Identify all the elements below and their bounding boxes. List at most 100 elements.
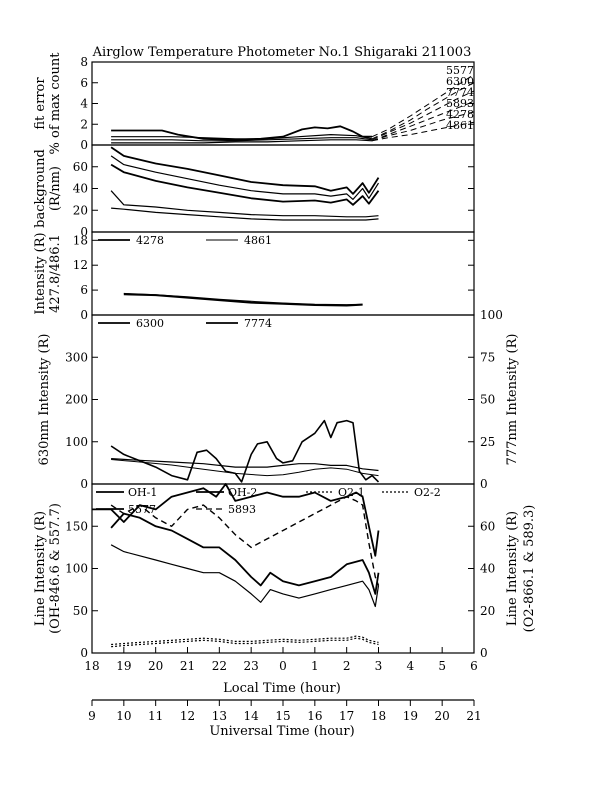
y-right-tick-label: 75 xyxy=(480,350,495,364)
series-line-5577-ext xyxy=(371,74,475,138)
x-universal-tick-label: 18 xyxy=(371,709,386,723)
y-axis-label: background xyxy=(33,149,48,228)
y-tick-label: 100 xyxy=(65,435,88,449)
series-line-O2-1 xyxy=(111,635,379,646)
panel-blue-lines: 0 6 12 18 Intensity (R) 427.8/486.1 4278 4861 xyxy=(33,231,475,322)
x-universal-tick-label: 21 xyxy=(466,709,481,723)
series-line-5893 xyxy=(110,496,380,586)
local-time-label: Local Time (hour) xyxy=(223,681,341,696)
series-line-4861-ext xyxy=(372,121,475,142)
x-axes: 18 19 20 21 22 23 0 1 2 3 4 5 69 10 11 12 13 14 15 16 17 18 19… xyxy=(84,647,482,723)
fit-error-label: 7774 xyxy=(446,86,474,99)
panel-frame xyxy=(91,61,475,146)
panel-background: 0 20 40 60 background (R/nm) xyxy=(33,144,475,239)
series-line-6300-ext xyxy=(371,82,475,140)
x-universal-tick-label: 13 xyxy=(212,709,227,723)
y-tick-label: 0 xyxy=(80,477,88,491)
x-universal-tick-label: 12 xyxy=(180,709,195,723)
y-right-axis-label: (O2-866.1 & 589.3) xyxy=(522,505,537,633)
x-local-tick-label: 19 xyxy=(116,659,131,673)
y-axis-label: Intensity (R) xyxy=(33,232,48,314)
series-line-7774 xyxy=(111,137,373,142)
y-right-tick-label: 40 xyxy=(480,562,495,576)
y-tick-label: 0 xyxy=(80,225,88,239)
legend-label: 4861 xyxy=(244,234,272,247)
legend-label: 4278 xyxy=(136,234,164,247)
x-local-tick-label: 1 xyxy=(311,659,319,673)
y-tick-label: 200 xyxy=(65,393,88,407)
y-tick-label: 300 xyxy=(65,350,88,364)
y-tick-label: 60 xyxy=(73,160,88,174)
y-tick-label: 50 xyxy=(73,604,88,618)
x-local-tick-label: 0 xyxy=(279,659,287,673)
y-tick-label: 20 xyxy=(73,203,88,217)
y-right-tick-label: 25 xyxy=(480,435,495,449)
fit-error-label: 5577 xyxy=(446,64,474,77)
x-local-tick-label: 4 xyxy=(407,659,415,673)
y-tick-label: 8 xyxy=(80,55,88,69)
y-tick-label: 6 xyxy=(80,76,88,90)
y-tick-label: 150 xyxy=(65,519,88,533)
x-local-tick-label: 20 xyxy=(148,659,163,673)
y-tick-label: 2 xyxy=(80,117,88,131)
y-right-tick-label: 60 xyxy=(480,519,495,533)
series-line-O2-2 xyxy=(111,637,379,648)
series-line-5577 xyxy=(111,125,373,141)
series-line-6300 xyxy=(110,419,380,483)
y-tick-label: 6 xyxy=(80,283,88,297)
fit-error-label: 4861 xyxy=(446,119,474,132)
series-line-4278 xyxy=(123,293,363,307)
y-axis-label: 427.8/486.1 xyxy=(48,234,63,313)
fit-error-label: 6300 xyxy=(446,75,474,88)
y-tick-label: 0 xyxy=(80,308,88,322)
series-line-bg-4 xyxy=(110,190,379,218)
series-line-7774-ext xyxy=(371,90,475,141)
series-line-bg-5 xyxy=(111,207,379,221)
x-local-tick-label: 18 xyxy=(84,659,99,673)
y-tick-label: 100 xyxy=(65,562,88,576)
fit-error-label: 4278 xyxy=(446,108,474,121)
x-universal-tick-label: 10 xyxy=(116,709,131,723)
legend-label: 6300 xyxy=(136,317,164,330)
legend-label: 5893 xyxy=(228,503,256,516)
y-right-tick-label: 100 xyxy=(480,308,503,322)
y-right-tick-label: 50 xyxy=(480,393,495,407)
y-right-tick-label: 20 xyxy=(480,604,495,618)
y-right-tick-label: 0 xyxy=(480,646,488,660)
y-right-axis-label: 777nm Intensity (R) xyxy=(505,334,520,466)
y-right-tick-label: 0 xyxy=(480,477,488,491)
x-local-tick-label: 23 xyxy=(244,659,259,673)
y-tick-label: 0 xyxy=(80,138,88,152)
series-line-bg-3 xyxy=(110,163,380,206)
series-line-4861 xyxy=(123,292,363,306)
legend-label: 7774 xyxy=(244,317,272,330)
series-line-OH-1 xyxy=(110,512,380,595)
x-local-tick-label: 3 xyxy=(375,659,383,673)
series-line-6300 xyxy=(111,134,373,140)
series-line-6300-thin xyxy=(111,459,379,477)
x-universal-tick-label: 20 xyxy=(435,709,450,723)
x-universal-tick-label: 19 xyxy=(403,709,418,723)
y-axis-label: Line Intensity (R) xyxy=(33,511,48,626)
x-universal-tick-label: 16 xyxy=(307,709,322,723)
series-line-5893-ext xyxy=(371,100,475,142)
series-line-5893 xyxy=(111,139,373,144)
x-local-tick-label: 22 xyxy=(212,659,227,673)
y-axis-label: % of max count xyxy=(48,52,63,155)
x-universal-tick-label: 14 xyxy=(244,709,260,723)
series-line-7774 xyxy=(111,458,379,472)
chart-title: Airglow Temperature Photometer No.1 Shig… xyxy=(92,45,472,60)
x-local-tick-label: 5 xyxy=(438,659,446,673)
panel-fit-error: 0 2 4 6 8 fit error% of max count 557763007774… xyxy=(33,52,475,155)
y-axis-label: (OH-846.6 & 557.7) xyxy=(48,503,63,634)
y-tick-label: 12 xyxy=(73,258,88,272)
x-universal-tick-label: 11 xyxy=(148,709,163,723)
legend-label: O2-1 xyxy=(338,486,365,499)
y-axis-label: fit error xyxy=(33,77,48,130)
series-line-OH-2 xyxy=(110,544,380,608)
legend-label: 5577 xyxy=(128,503,156,516)
panel-frame xyxy=(91,314,475,485)
